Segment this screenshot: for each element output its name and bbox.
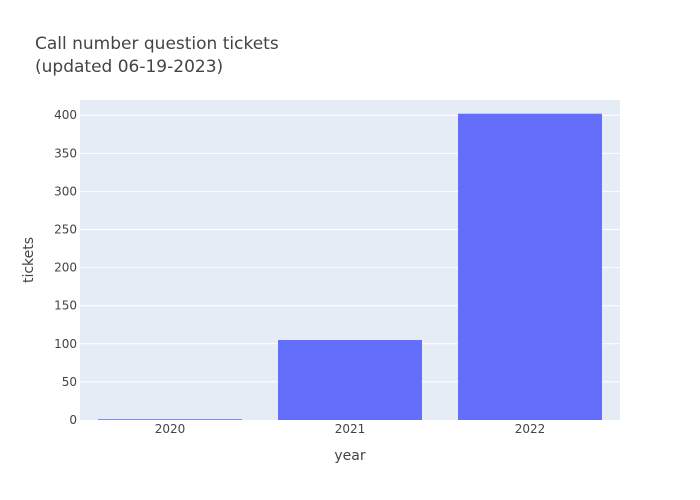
x-tick-label: 2020: [155, 422, 186, 436]
bar-2022[interactable]: [458, 113, 602, 420]
y-tick-label: 50: [62, 375, 77, 389]
bars: [98, 113, 602, 420]
y-tick-label: 150: [54, 299, 77, 313]
y-tick-label: 200: [54, 261, 77, 275]
x-tick-label: 2022: [515, 422, 546, 436]
y-tick-label: 300: [54, 184, 77, 198]
y-tick-label: 250: [54, 223, 77, 237]
y-axis-title: tickets: [21, 237, 37, 283]
chart-title-line: Call number question tickets: [35, 34, 279, 54]
bar-2020[interactable]: [98, 419, 242, 420]
bar-2021[interactable]: [278, 340, 422, 420]
chart-title: Call number question tickets (updated 06…: [35, 33, 279, 79]
y-tick-label: 350: [54, 146, 77, 160]
x-tick-label: 2021: [335, 422, 366, 436]
chart-subtitle: (updated 06-19-2023): [35, 57, 224, 77]
y-axis-ticks: 0 50 100 150 200 250 300 350 400: [54, 108, 77, 427]
y-tick-label: 400: [54, 108, 77, 122]
y-tick-label: 0: [69, 413, 77, 427]
x-axis-ticks: 2020 2021 2022: [155, 422, 546, 436]
y-tick-label: 100: [54, 337, 77, 351]
x-axis-title: year: [334, 448, 365, 464]
